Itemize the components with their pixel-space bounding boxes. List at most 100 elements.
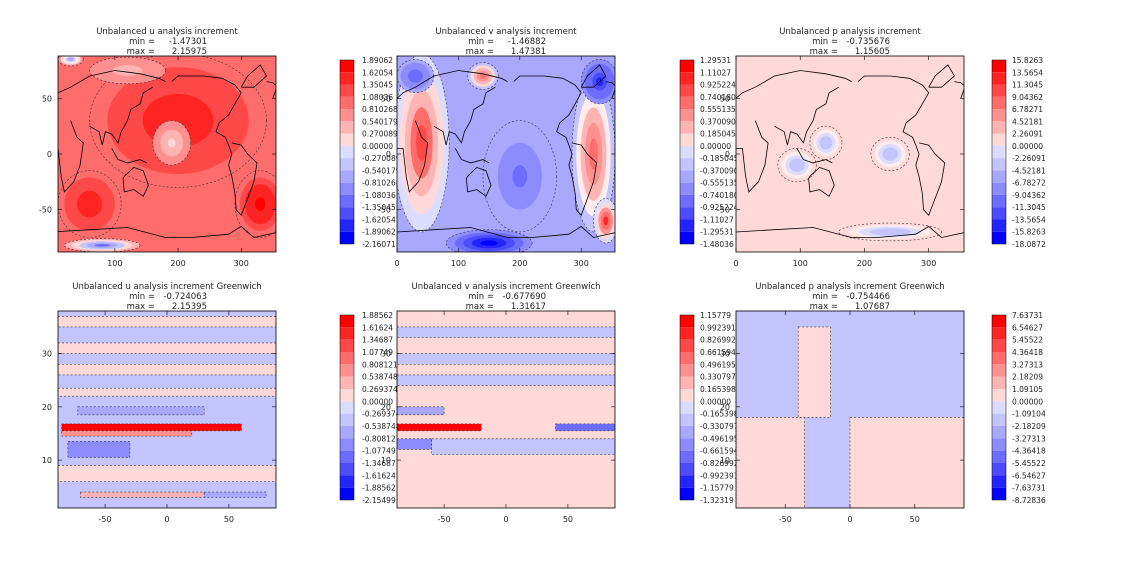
y-tick-label: 10 [381,456,391,465]
field-band [797,326,831,418]
colorbar-label: -0.330797 [700,422,739,431]
colorbar-label: 0.370090 [700,117,736,126]
max-label: max = [127,302,155,312]
colorbar-swatch [340,364,354,377]
field-blob [416,125,428,161]
colorbar-swatch [340,207,354,220]
colorbar-frame [679,314,695,501]
colorbar-swatch [680,413,694,426]
colorbar-label: -1.61624 [362,471,396,480]
colorbar-label: 4.36418 [1012,348,1043,357]
colorbar-swatch [680,327,694,340]
colorbar-swatch [680,475,694,488]
colorbar-label: -2.16071 [362,240,396,249]
colorbar-label: -8.72836 [1012,496,1046,505]
colorbar-swatch [992,487,1006,500]
colorbar-label: 1.61624 [362,323,393,332]
colorbar-label: 2.26091 [1012,130,1043,139]
coastline [796,148,833,164]
colorbar-label: -1.07749 [362,447,396,456]
colorbar-swatch [992,401,1006,414]
coastline [240,64,268,88]
field-ug [58,311,276,508]
colorbar-swatch [680,158,694,171]
min-value: -0.735676 [846,37,890,47]
colorbar-frame [679,59,695,245]
colorbar-label: 0.00000 [362,142,393,151]
field-band [397,353,615,365]
colorbar-p: 15.8263 13.5654 11.3045 9.04362 6.78271 4.521… [991,56,1046,249]
colorbar-swatch [992,376,1006,389]
colorbar-label: -3.27313 [1012,434,1046,443]
colorbar-label: -0.185045 [700,154,739,163]
y-tick-label: 30 [42,350,52,359]
x-tick-label: 0 [847,515,852,524]
chart-title: Unbalanced u analysis increment [96,27,238,37]
coastline [111,148,147,164]
colorbar-label: -1.89062 [362,228,396,237]
field-band [397,374,615,386]
colorbar-label: 0.330797 [700,373,736,382]
colorbar-label: -1.48036 [700,240,734,249]
y-tick-label: 20 [720,403,730,412]
colorbar-swatch [992,364,1006,377]
colorbar-label: 0.496195 [700,360,736,369]
colorbar-label: 0.270089 [362,130,398,139]
colorbar-label: -0.740180 [700,191,739,200]
colorbar-label: -4.52181 [1012,166,1046,175]
chart-panel-pg: -50 0 50 30 20 10 Unbalanced p analysis increm… [720,282,1046,524]
colorbar-swatch [680,315,694,328]
colorbar-swatch [340,426,354,439]
colorbar-swatch [992,426,1006,439]
colorbar-label: 2.18209 [1012,373,1043,382]
colorbar-label: 0.661594 [700,348,736,357]
x-tick-label: 50 [224,515,234,524]
colorbar-label: 5.45522 [1012,336,1043,345]
colorbar-swatch [680,376,694,389]
coastline [928,64,955,88]
colorbar-swatch [992,121,1006,134]
field-blob [68,58,74,61]
x-tick-label: 200 [857,259,872,268]
colorbar-label: 1.29531 [700,56,731,65]
field-u [58,56,276,252]
max-label: max = [127,47,155,57]
field-band [849,417,964,508]
colorbar-label: 1.34687 [362,336,393,345]
colorbar-swatch [992,315,1006,328]
colorbar-label: -18.0872 [1012,240,1046,249]
y-tick-label: 50 [42,94,52,103]
colorbar-swatch [680,352,694,365]
colorbar-swatch [992,327,1006,340]
colorbar-label: -6.78272 [1012,179,1046,188]
min-value: -1.47301 [169,37,207,47]
coastline [960,88,964,99]
y-tick-label: 20 [381,403,391,412]
max-label: max = [810,47,838,57]
field-blob [255,197,266,211]
x-tick-label: 200 [170,259,185,268]
colorbar-label: 0.540179 [362,117,398,126]
field-band [58,316,276,328]
colorbar-swatch [340,413,354,426]
colorbar-label: 1.07749 [362,348,393,357]
colorbar-swatch [992,339,1006,352]
colorbar-label: -0.269374 [362,410,401,419]
colorbar-swatch [340,389,354,402]
colorbar-label: 6.54627 [1012,323,1043,332]
field-v [397,56,615,252]
y-tick-label: 10 [720,456,730,465]
colorbar-label: 0.925224 [700,81,736,90]
field-blob [479,73,487,79]
y-tick-label: 30 [720,350,730,359]
x-tick-label: 50 [910,515,920,524]
colorbar-swatch [680,339,694,352]
colorbar-label: -0.270089 [362,154,401,163]
y-tick-label: 10 [42,456,52,465]
coastline [89,86,154,146]
x-tick-label: -50 [779,515,792,524]
colorbar-label: 0.538748 [362,373,398,382]
colorbar-swatch [340,109,354,122]
min-value: -0.754466 [846,292,890,302]
